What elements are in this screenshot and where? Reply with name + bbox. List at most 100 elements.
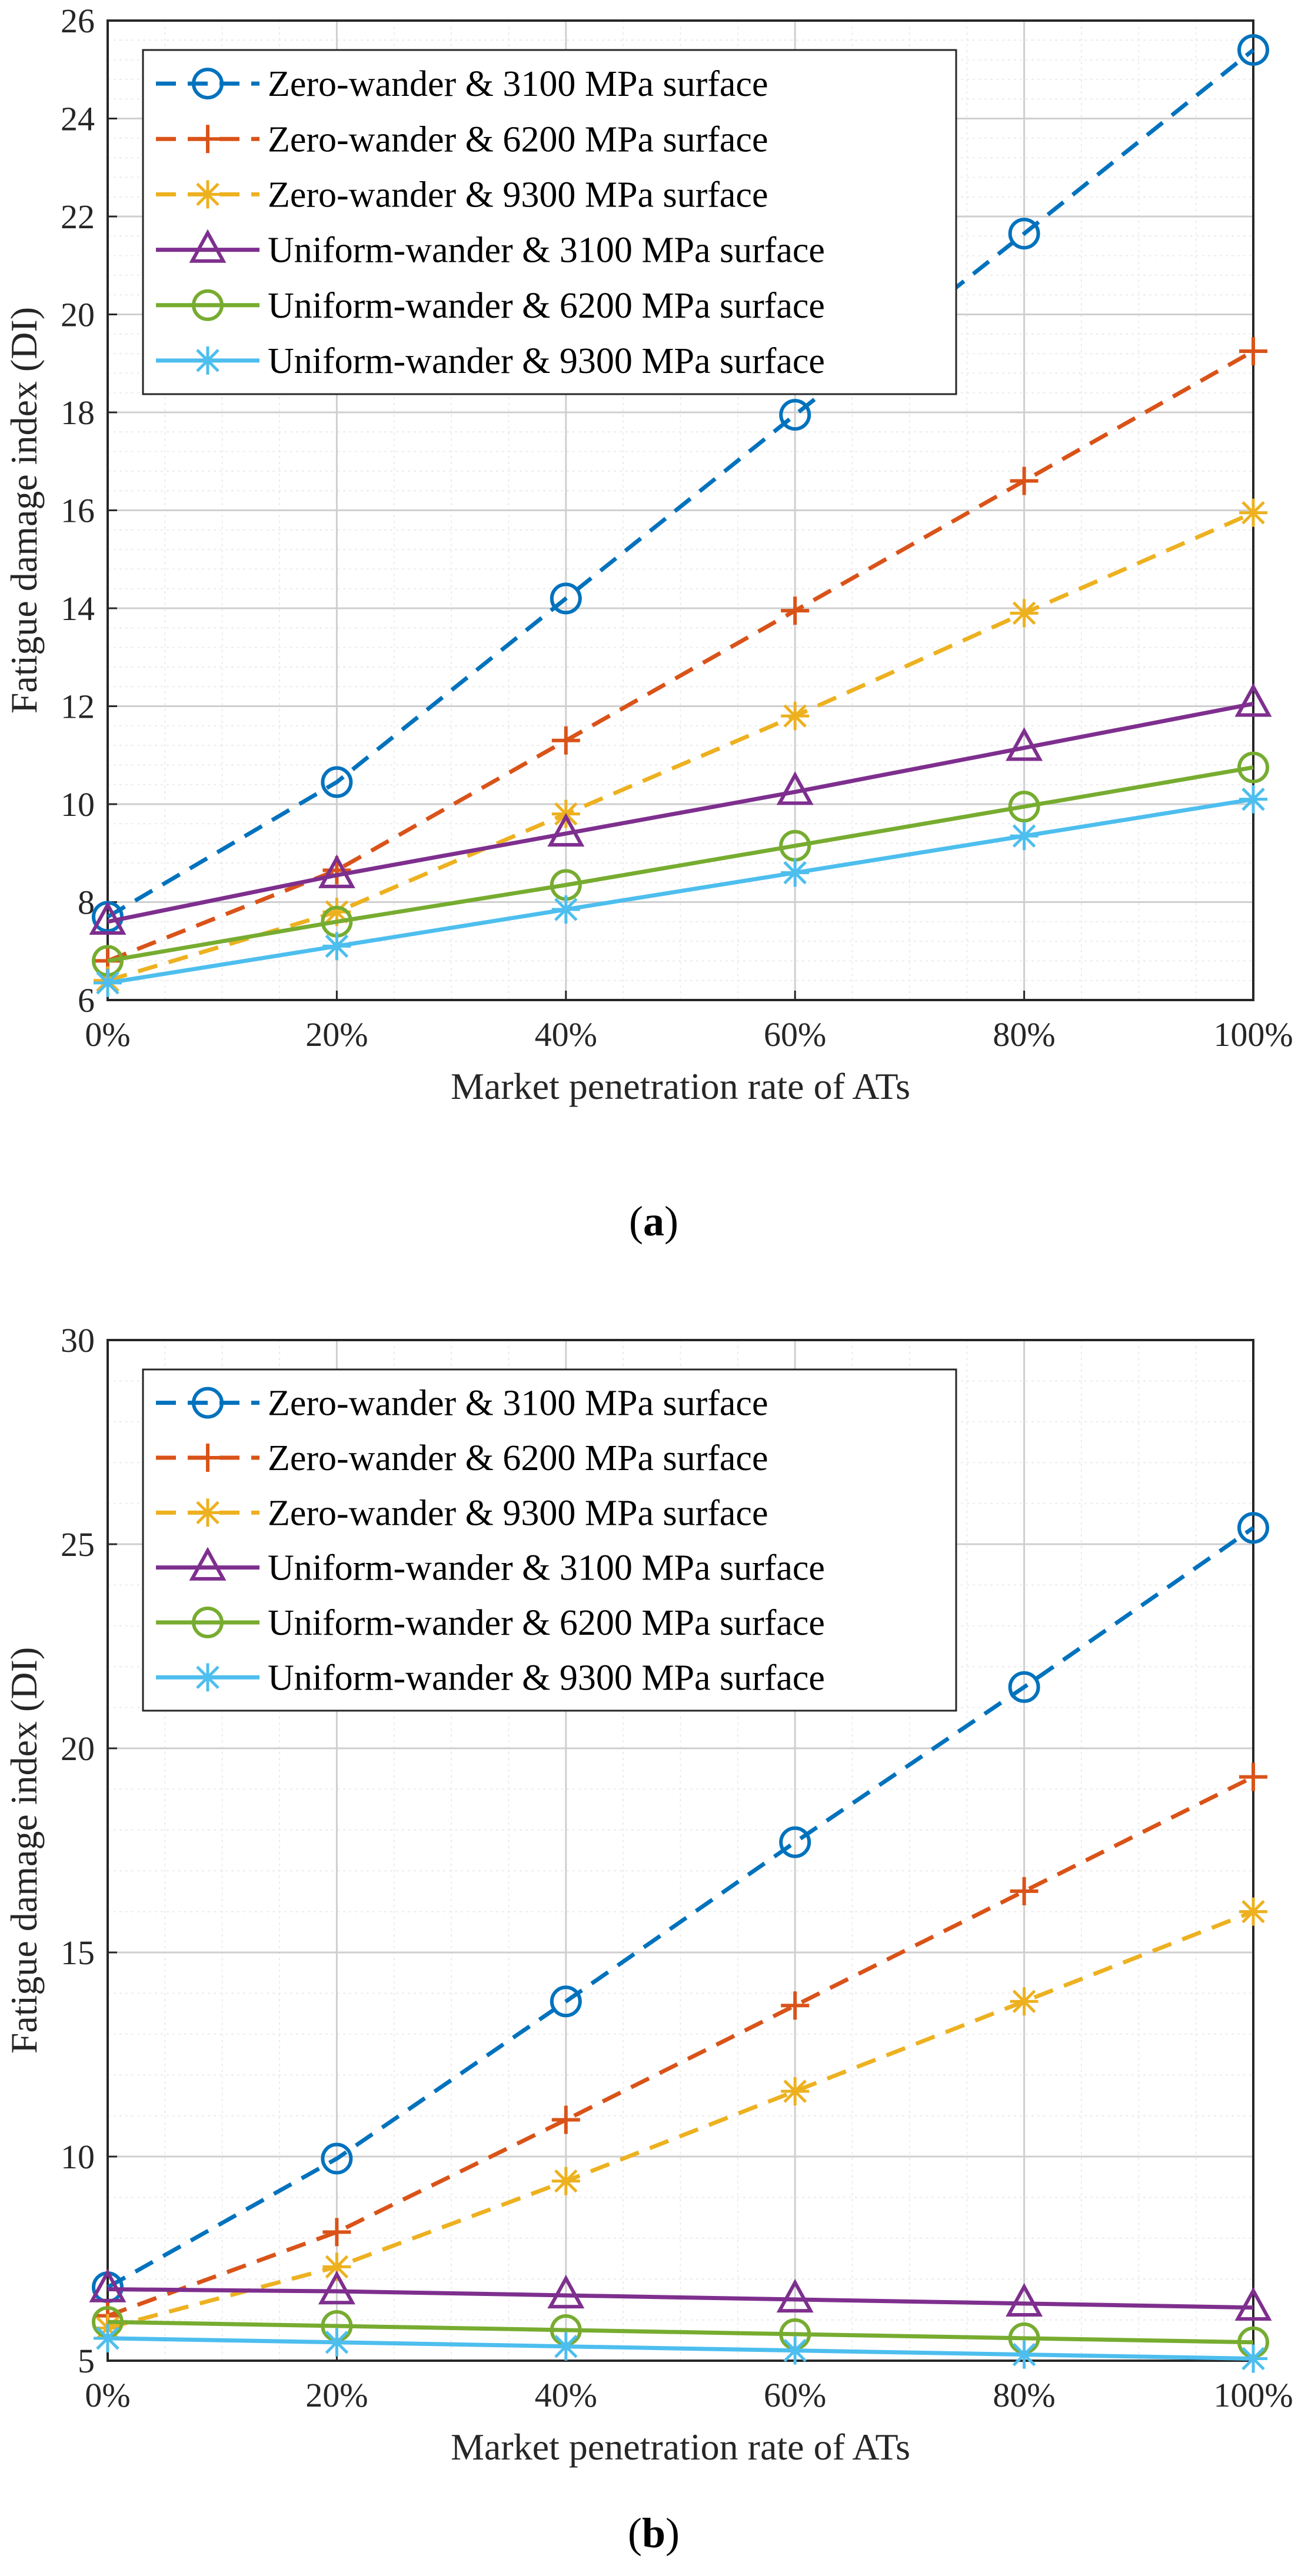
panel-b-label-open: ( <box>628 2510 642 2557</box>
panel-b-label: (b) <box>628 2510 680 2557</box>
data-point-marker <box>1234 2287 1272 2321</box>
y-tick-label: 15 <box>61 1934 95 1972</box>
data-point-marker <box>781 2336 810 2365</box>
data-point-marker <box>322 932 351 961</box>
y-tick-label: 20 <box>61 1729 95 1768</box>
data-point-marker <box>1239 1897 1267 1926</box>
data-point-marker <box>1010 2340 1039 2369</box>
x-tick-label: 40% <box>535 1015 597 1054</box>
data-point-marker <box>318 854 355 888</box>
y-tick-label: 25 <box>61 1525 95 1564</box>
data-point-marker <box>1006 2282 1043 2317</box>
data-point-marker <box>776 771 814 805</box>
legend: Zero-wander & 3100 MPa surface Zero-wande… <box>142 1368 957 1712</box>
data-point-marker <box>322 2252 351 2281</box>
data-point-marker <box>1239 785 1267 814</box>
y-tick-label: 18 <box>61 394 95 432</box>
y-axis-title: Fatigue damage index (DI) <box>3 1647 45 2054</box>
series-5 <box>92 751 1269 977</box>
legend-label-6: Uniform-wander & 9300 MPa surface <box>268 341 825 381</box>
plot-area-frame <box>106 1339 1254 2362</box>
data-point-marker <box>779 399 811 431</box>
series-line <box>107 2320 1254 2345</box>
data-point-marker <box>322 2218 351 2247</box>
data-point-marker <box>1239 2344 1267 2373</box>
series-4 <box>89 2268 1272 2321</box>
y-tick-label: 16 <box>61 492 95 530</box>
x-tick-label: 100% <box>1213 2376 1293 2414</box>
x-tick-label: 60% <box>764 2376 826 2414</box>
y-tick-label: 24 <box>61 100 95 138</box>
legend-marker-4 <box>189 229 227 263</box>
data-point-marker <box>322 898 351 927</box>
data-point-marker <box>1008 218 1040 250</box>
data-point-marker <box>89 901 127 935</box>
data-point-marker <box>781 596 810 625</box>
panel-a-label-letter: a <box>643 1198 664 1245</box>
chart-panel-a: 0% 20% 40% 60% 80% 100%68101214161820222426Ma… <box>3 2 1293 1107</box>
data-point-marker <box>1237 34 1269 66</box>
x-tick-label: 20% <box>305 2376 368 2414</box>
data-point-marker <box>1010 599 1039 628</box>
legend-label-2: Zero-wander & 6200 MPa surface <box>268 119 768 159</box>
panel-a-label-close: ) <box>664 1198 678 1245</box>
data-point-marker <box>1239 1762 1267 1791</box>
legend-label-5: Uniform-wander & 6200 MPa surface <box>268 286 825 326</box>
y-tick-label: 10 <box>61 2138 95 2176</box>
x-tick-label: 40% <box>535 2376 597 2414</box>
data-point-marker <box>94 2324 122 2352</box>
x-tick-label: 60% <box>764 1015 826 1054</box>
data-point-marker <box>550 582 582 615</box>
series-6 <box>94 2324 1267 2373</box>
series-line <box>106 1526 1254 2290</box>
legend-marker-4 <box>189 1547 227 1581</box>
legend-label-3: Zero-wander & 9300 MPa surface <box>268 1493 768 1533</box>
data-point-marker <box>551 2332 580 2361</box>
legend-label-4: Uniform-wander & 3100 MPa surface <box>268 231 825 271</box>
data-point-marker <box>781 2077 810 2105</box>
series-3 <box>94 1897 1267 2342</box>
series-line <box>106 349 1254 963</box>
data-point-marker <box>1010 1987 1039 2016</box>
y-tick-label: 30 <box>61 1321 95 1359</box>
y-tick-label: 5 <box>78 2342 95 2380</box>
legend-label-2: Zero-wander & 6200 MPa surface <box>268 1438 768 1478</box>
series-line <box>106 511 1254 983</box>
data-point-marker <box>321 766 353 798</box>
x-tick-label: 20% <box>305 1015 368 1054</box>
y-tick-label: 14 <box>61 589 95 628</box>
x-tick-label: 100% <box>1213 1015 1293 1054</box>
data-point-marker <box>1234 683 1272 717</box>
series-line <box>106 1775 1254 2318</box>
data-point-marker <box>551 726 580 755</box>
legend-box <box>142 49 957 395</box>
legend-marker-2 <box>194 1444 222 1472</box>
series-line <box>107 701 1254 924</box>
x-tick-label: 0% <box>85 1015 130 1054</box>
data-point-marker <box>1237 751 1269 784</box>
data-point-marker <box>781 858 810 887</box>
data-point-marker <box>551 2167 580 2195</box>
data-point-marker <box>322 2328 351 2357</box>
legend-marker-5 <box>192 1607 224 1638</box>
panel-b-label-letter: b <box>642 2510 665 2557</box>
series-line <box>106 48 1255 919</box>
data-point-marker <box>547 812 585 847</box>
data-point-marker <box>779 1826 811 1858</box>
panel-a-label-open: ( <box>629 1198 643 1245</box>
data-point-marker <box>1010 1877 1039 1905</box>
series-line <box>107 797 1254 985</box>
legend-marker-5 <box>192 289 224 321</box>
x-axis-title: Market penetration rate of ATs <box>451 1065 910 1107</box>
data-point-marker <box>89 2268 127 2302</box>
series-line <box>107 765 1254 963</box>
legend-label-1: Zero-wander & 3100 MPa surface <box>268 64 768 104</box>
series-6 <box>94 785 1267 997</box>
data-point-marker <box>1237 1512 1269 1544</box>
series-4 <box>89 683 1272 935</box>
legend-marker-1 <box>192 68 224 100</box>
y-tick-label: 10 <box>61 785 95 824</box>
data-point-marker <box>550 1985 582 2018</box>
series-line <box>107 2336 1254 2361</box>
